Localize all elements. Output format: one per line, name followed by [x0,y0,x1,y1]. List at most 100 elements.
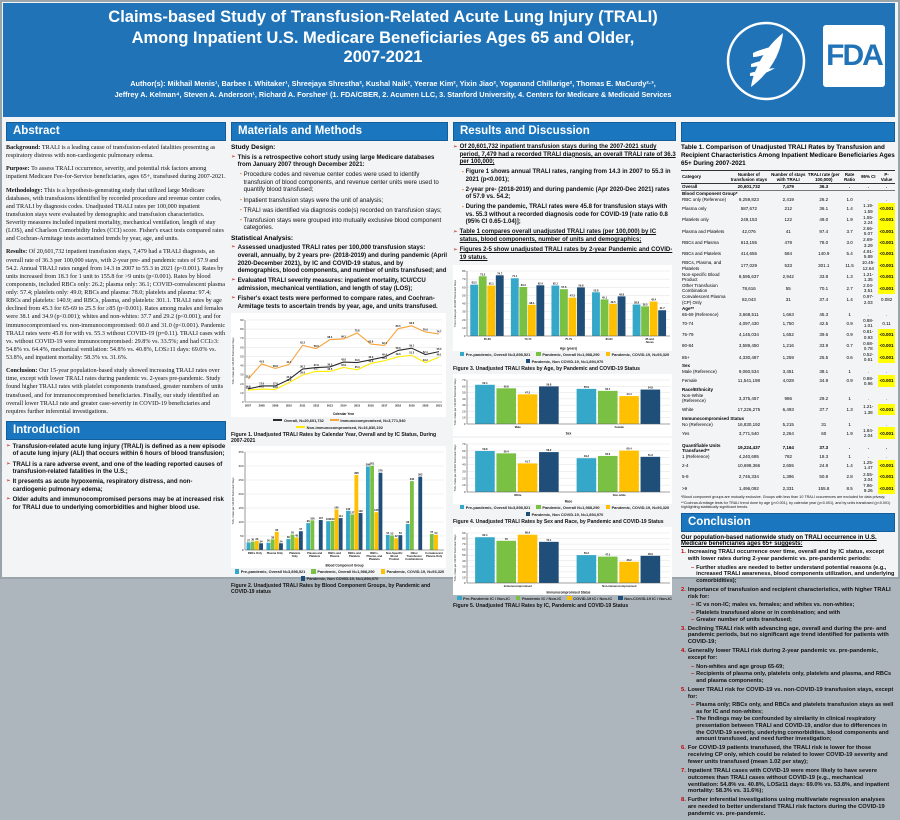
table-cell: . [840,183,859,191]
authors-line-1: Author(s): Mikhail Menis¹, Barbee I. Whi… [130,79,656,88]
svg-text:21.2: 21.2 [286,379,291,382]
svg-text:TRALI Rates per 100,000 Transf: TRALI Rates per 100,000 Transfusion Stay… [454,443,457,491]
table-cell: 0.7 [846,343,853,349]
table-row: Age** [681,305,895,311]
conclusion-item: 7. Inpatient TRALI cases with COVID-19 we… [681,768,895,796]
svg-text:70: 70 [462,542,466,546]
introduction-bullet: ➢ Older adults and immunocompromised pers… [6,496,226,511]
table-cell: 3.0 [846,240,853,246]
svg-text:62.1: 62.1 [382,342,387,345]
table-cell: 1.25-1.47 [863,460,874,471]
legend-label: Pandemic, COVID-19, N=93,320 [386,568,445,574]
table-cell: 2.7 [846,285,853,291]
svg-text:262: 262 [418,472,423,476]
figure-1: 0 10 20 30 40 50 60 70 80 90 14.3 17.6 17.6 24.6 36.2 3… [231,312,448,444]
table-cell: 75-79 [682,331,694,337]
table-cell: 2,331 [782,485,794,491]
figure-4-sex-panel: 0 10 20 30 40 50 60 70 62.4 55.9 56.8 52.7 47.2 44.4 5… [453,373,676,436]
svg-text:2016: 2016 [368,403,374,407]
legend-entry: Pre-pandemic, Overall N=3,898,521 [234,569,305,574]
svg-text:63.2: 63.2 [472,280,478,284]
svg-text:39: 39 [287,535,290,539]
conclusion-list: 1. Increasing TRALI occurrence over time,… [681,549,895,818]
svg-text:114: 114 [339,514,344,518]
table-cell: 0.88-0.96 [863,375,874,386]
svg-text:47.2: 47.2 [570,293,576,297]
table-row: Male (Reference) 9,060,534 3,451 38.1 1.. [681,369,895,375]
table-column-header: P-Value [878,169,895,184]
legend-entry: Pandemic, COVID-19, N=93,320 [605,352,669,357]
svg-text:90: 90 [462,531,466,535]
figure-legend: Pre-Pandemic IC / Non-IC Pandemic IC / No… [453,596,676,601]
svg-text:246: 246 [410,477,415,481]
introduction-bullet: ➢ Transfusion-related acute lung injury (… [6,443,226,458]
table-cell: <0.001 [878,225,895,238]
svg-text:38.5: 38.5 [327,363,332,366]
dash-bullet-icon: – [691,616,695,623]
svg-text:104: 104 [330,517,335,521]
table-cell: 4.91-5.89 [863,248,874,260]
study-design-label: Study Design: [231,144,276,151]
svg-text:Age (years): Age (years) [560,346,577,350]
table-cell: 0.9 [846,320,853,326]
svg-text:38.2: 38.2 [627,557,633,561]
svg-text:140: 140 [346,507,351,511]
conclusion-item-text: Inpatient TRALI cases with COVID-19 were… [687,767,890,795]
statistical-analysis-list: ➢ Assessed unadjusted TRALI rates per 100… [231,244,448,310]
svg-text:55: 55 [291,530,294,534]
table1-body: Overall 20,601,732 7,479 36.3... Blood Compo… [681,183,895,494]
results-bullet-text: During the pandemic, TRALI rates were 45… [465,204,668,226]
svg-text:39.5: 39.5 [610,300,616,304]
svg-text:45: 45 [295,533,298,537]
table-cell: 140.9 [818,251,830,257]
legend-line-swatch [273,419,283,422]
table-cell: >9 [682,485,688,491]
conclusion-subitem: – Platelets transfused alone or in combin… [691,610,895,617]
svg-text:43.2: 43.2 [423,359,428,362]
svg-text:250: 250 [238,478,243,482]
results-bullet: ▪ Figure 1 shows annual TRALI rates, rang… [462,169,676,184]
table-row: Blood Component Group* [681,190,895,197]
table-row: White 17,226,275 6,493 37.7 1.3 1.21-1.38 <0.0… [681,403,895,416]
legend-entry: Pandemic, Overall N=1,988,290 [311,569,375,574]
svg-text:Blood: Blood [390,554,398,558]
svg-text:41.8: 41.8 [259,360,264,363]
svg-text:58.2: 58.2 [546,448,552,452]
svg-text:58.6: 58.6 [314,345,319,348]
arrow-bullet-icon: ➢ [453,229,458,236]
table1-title: Table 1. Comparison of Unadjusted TRALI … [681,144,895,167]
svg-text:2020: 2020 [422,403,428,407]
table-cell: 8.5 [846,485,853,491]
results-bullet-text: Table 1 compares overall unadjusted TRAL… [459,229,657,244]
legend-box-swatch [300,576,306,581]
arrow-bullet-icon: ➢ [6,478,11,485]
svg-text:60: 60 [462,285,466,289]
table-cell: No (Reference) [682,421,713,427]
fig1-chart: 0 10 20 30 40 50 60 70 80 90 14.3 17.6 17.6 24.6 36.2 3… [231,312,448,417]
svg-text:Platelets: Platelets [369,557,381,561]
svg-text:0: 0 [242,548,244,552]
dash-bullet-icon: – [691,602,695,609]
introduction-bullet: ➢ TRALI is a rare adverse event, and one … [6,461,226,476]
table-cell: 1 (Reference) [682,454,710,460]
table-cell: 2.8 [846,474,853,480]
table-cell: 37.4 [819,296,829,302]
table-cell: 37.7 [819,406,829,412]
table-cell: 37.3 [819,445,829,451]
table-section-label: Race/Ethnicity [682,386,714,392]
table-cell: <0.001 [878,375,895,387]
column-results: Results and Discussion ➢ Of 20,601,732 in… [453,122,676,610]
conclusion-subitem: – Plasma only; RBCs only, and RBCs and pl… [691,702,895,715]
svg-text:51.3: 51.3 [648,452,654,456]
study-design-bullet: ➢ This is a retrospective cohort study us… [231,154,448,169]
svg-text:76.9: 76.9 [423,328,428,331]
table-cell: . [867,369,869,375]
svg-text:Race: Race [565,499,573,503]
arrow-bullet-icon: ➢ [6,460,11,467]
svg-text:10: 10 [462,415,466,419]
table-cell: 1,652 [782,331,794,337]
table-cell: 55 [785,285,791,291]
table-cell: . [885,454,888,460]
figure-3: 0 10 20 30 40 50 60 70 80 63.2 71.1 62.1 53.8 38.8 73.… [453,264,676,372]
statistical-analysis-bullet-text: Fisher's exact tests were performed to c… [237,295,438,310]
